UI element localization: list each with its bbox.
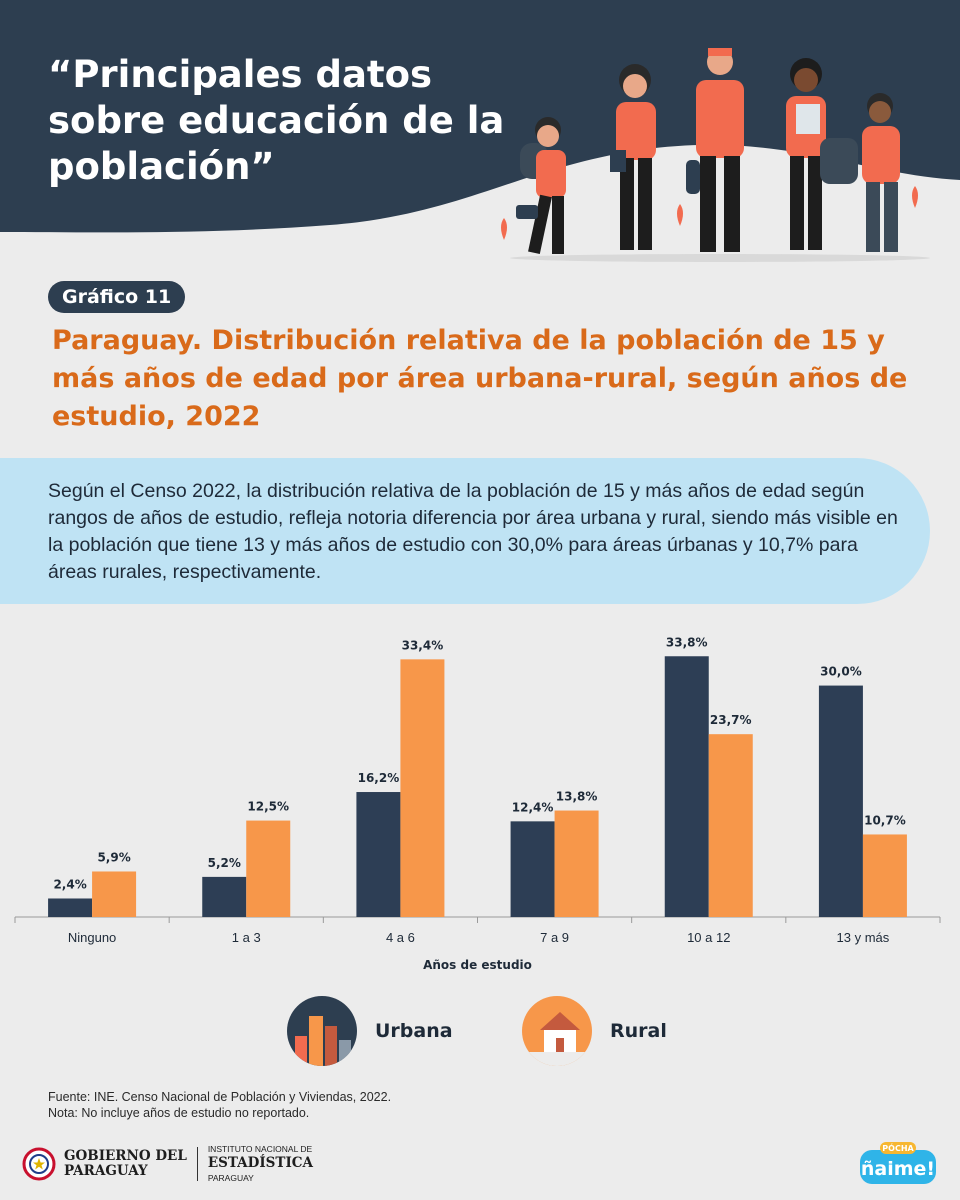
ine-logo: INSTITUTO NACIONAL DE ESTADÍSTICA PARAGU… [208, 1143, 313, 1184]
bar-rural [92, 871, 137, 917]
girl-two-figure [786, 58, 858, 250]
city-icon [287, 996, 357, 1066]
data-label: 2,4% [53, 877, 86, 891]
bar-rural [554, 810, 599, 917]
data-label: 33,8% [666, 635, 708, 649]
bar-urbana [664, 656, 709, 917]
data-label: 12,4% [512, 800, 554, 814]
x-axis-label: Años de estudio [423, 958, 532, 972]
bar-chart: 2,4% 5,9% Ninguno 5,2% 12,5% 1 a 3 16,2% 33,4% 4… [14, 635, 941, 972]
data-label: 23,7% [710, 713, 752, 727]
tick-label: 1 a 3 [232, 930, 261, 945]
kid-left-figure [516, 117, 566, 254]
legend-rural-label: Rural [610, 1020, 667, 1042]
legend-urbana-label: Urbana [375, 1020, 453, 1042]
bar-urbana [202, 876, 247, 917]
data-label: 13,8% [556, 790, 598, 804]
students-illustration [501, 48, 930, 262]
data-label: 10,7% [864, 813, 906, 827]
chart-number-badge: Gráfico 11 [48, 281, 186, 313]
data-label: 16,2% [358, 771, 400, 785]
tick-label: 10 a 12 [687, 930, 730, 945]
kid-right-figure [862, 93, 900, 252]
legend-urbana: Urbana [287, 996, 453, 1066]
tick-label: 13 y más [837, 930, 890, 945]
data-label: 12,5% [247, 800, 289, 814]
gov-line1: GOBIERNO DEL [64, 1147, 187, 1164]
bar-rural [708, 734, 753, 917]
farm-icon [522, 996, 592, 1066]
boy-figure [686, 48, 744, 252]
paraguay-seal-icon [22, 1147, 56, 1180]
ine-line1: INSTITUTO NACIONAL DE [207, 1144, 313, 1154]
chart-title: Paraguay. Distribución relativa de la po… [52, 325, 908, 432]
tick-label: 7 a 9 [540, 930, 569, 945]
data-label: 33,4% [402, 638, 444, 652]
summary-panel [0, 458, 930, 604]
ine-line3: PARAGUAY [207, 1173, 254, 1183]
data-note: Nota: No incluye años de estudio no repo… [48, 1106, 310, 1120]
logo-divider [196, 1146, 198, 1181]
bar-urbana [510, 821, 555, 917]
tick-label: Ninguno [68, 930, 116, 945]
header-title: “Principales datos sobre educación de la… [48, 53, 505, 188]
government-logo: GOBIERNO DEL PARAGUAY INSTITUTO NACIONAL… [22, 1143, 313, 1184]
bar-rural [862, 834, 907, 917]
tick-label: 4 a 6 [386, 930, 415, 945]
gov-line2: PARAGUAY [64, 1162, 148, 1179]
naime-logo: PÓCHA ñaime! [860, 1142, 936, 1184]
data-label: 30,0% [820, 665, 862, 679]
bar-urbana [48, 898, 93, 917]
bar-rural [400, 659, 445, 917]
data-label: 5,9% [97, 850, 130, 864]
bar-urbana [818, 685, 863, 917]
source-note: Fuente: INE. Censo Nacional de Población… [48, 1090, 392, 1104]
naime-big-text: ñaime! [861, 1158, 935, 1180]
data-label: 5,2% [208, 856, 241, 870]
legend-rural: Rural [522, 996, 667, 1066]
summary-text: Según el Censo 2022, la distribución rel… [48, 480, 898, 583]
naime-small-text: PÓCHA [882, 1142, 914, 1153]
bar-urbana [356, 792, 401, 917]
girl-figure [610, 64, 656, 250]
bar-rural [246, 820, 291, 917]
ine-line2: ESTADÍSTICA [207, 1155, 313, 1171]
